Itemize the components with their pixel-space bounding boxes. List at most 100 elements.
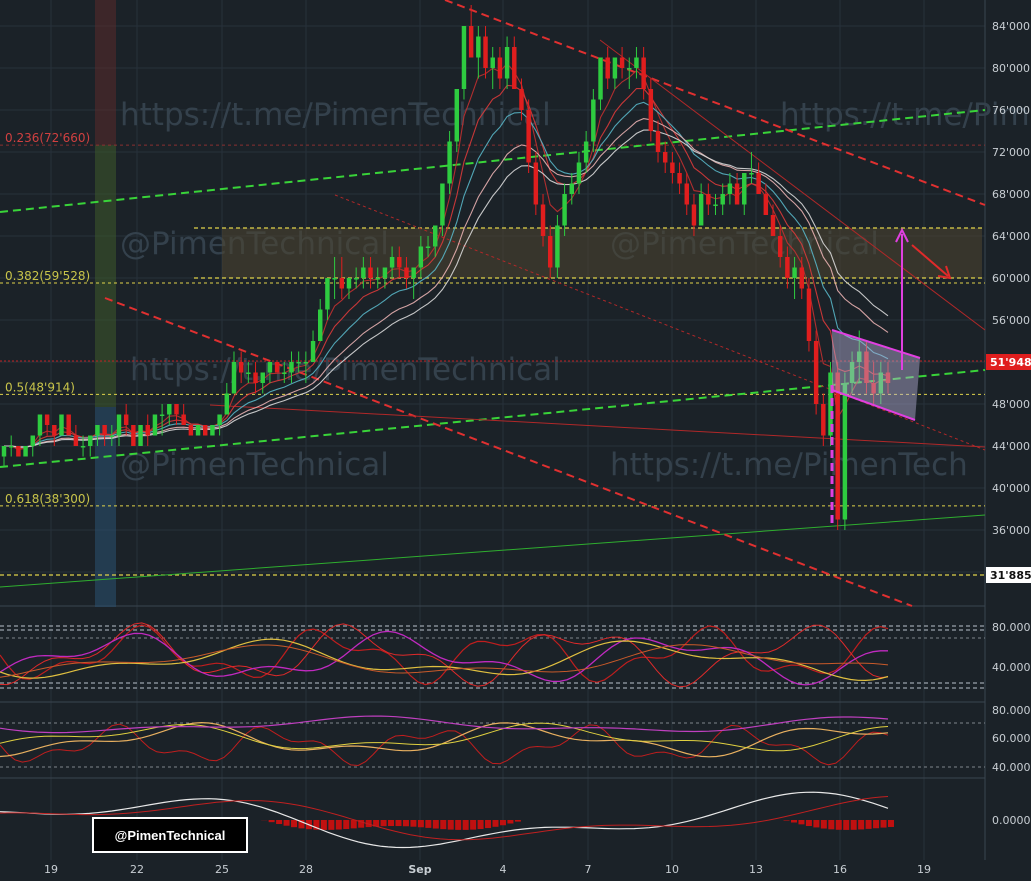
trendline-red-top bbox=[444, 0, 986, 206]
macd-bar bbox=[805, 820, 812, 827]
osc-line bbox=[0, 715, 889, 734]
candle-body bbox=[332, 278, 337, 280]
macd-bar bbox=[388, 820, 395, 827]
candle-body bbox=[310, 341, 316, 362]
time-tick-label: 4 bbox=[500, 863, 507, 876]
macd-bar bbox=[291, 820, 298, 828]
macd-bar bbox=[820, 820, 827, 829]
candle-body bbox=[864, 351, 869, 383]
candle-body bbox=[267, 362, 273, 373]
macd-bar bbox=[835, 820, 842, 830]
candle-body bbox=[346, 278, 352, 289]
current-price-badge bbox=[986, 354, 1031, 370]
macd-bar bbox=[425, 820, 432, 828]
candle-body bbox=[605, 57, 610, 79]
macd-bar bbox=[447, 820, 454, 830]
candle-body bbox=[296, 362, 301, 364]
candle-body bbox=[80, 446, 86, 448]
osc-line bbox=[0, 791, 889, 849]
candle-body bbox=[109, 435, 115, 437]
osc-line bbox=[0, 796, 889, 841]
price-tick-label: 60'000 bbox=[992, 272, 1030, 285]
candle-body bbox=[835, 372, 840, 520]
candle-body bbox=[533, 162, 539, 205]
candle-body bbox=[749, 173, 754, 175]
candle-body bbox=[849, 362, 855, 383]
fib-bar-red bbox=[95, 0, 116, 145]
price-tick-label: 64'000 bbox=[992, 230, 1030, 243]
macd-bar bbox=[783, 820, 790, 821]
candle-body bbox=[447, 141, 452, 184]
fib-label: 0.382(59'528) bbox=[5, 269, 90, 283]
candle-body bbox=[375, 278, 380, 280]
candle-body bbox=[591, 99, 596, 142]
candle-body bbox=[23, 446, 28, 457]
macd-bar bbox=[499, 820, 506, 826]
macd-bar bbox=[492, 820, 499, 827]
macd-bar bbox=[485, 820, 492, 829]
macd-bar bbox=[328, 820, 335, 830]
macd-bar bbox=[283, 820, 290, 826]
osc-line bbox=[0, 638, 889, 682]
candle-body bbox=[289, 362, 294, 373]
time-tick-label: 19 bbox=[917, 863, 931, 876]
candle-body bbox=[871, 383, 876, 394]
osc-line bbox=[0, 622, 889, 688]
price-tick-label: 72'000 bbox=[992, 146, 1030, 159]
candle-body bbox=[404, 267, 409, 278]
candle-body bbox=[641, 57, 646, 89]
price-tick-label: 68'000 bbox=[992, 188, 1030, 201]
candle-body bbox=[260, 372, 265, 383]
macd-bar bbox=[888, 820, 894, 827]
candle-body bbox=[432, 225, 438, 247]
candle-body bbox=[842, 383, 848, 520]
trendline-red-bottom bbox=[104, 297, 913, 607]
price-tick-label: 84'000 bbox=[992, 20, 1030, 33]
candle-body bbox=[454, 89, 460, 142]
candle-body bbox=[519, 89, 524, 110]
ema-line bbox=[4, 118, 889, 448]
trendline-red-thin3 bbox=[599, 39, 986, 331]
macd-bar bbox=[335, 820, 342, 830]
candle-body bbox=[756, 173, 761, 194]
time-tick-label: 28 bbox=[299, 863, 313, 876]
candle-body bbox=[131, 425, 136, 446]
price-tick-label: 56'000 bbox=[992, 314, 1030, 327]
candle-body bbox=[425, 246, 431, 248]
macd-bar bbox=[477, 820, 484, 829]
osc-tick-label: 80.0000 bbox=[992, 704, 1031, 717]
candle-body bbox=[461, 26, 467, 89]
ema-line bbox=[4, 129, 889, 448]
candle-body bbox=[274, 362, 280, 373]
candle-body bbox=[138, 425, 143, 446]
flag-edge bbox=[831, 389, 916, 421]
flag-edge bbox=[831, 329, 921, 359]
target-arrow-head bbox=[895, 227, 909, 243]
watermark-text: https://t.me/PimenTechnical bbox=[120, 97, 551, 133]
oscillators: 80.0000 40.0000 80.0000 60.0000 40.0000 0.000… bbox=[0, 621, 1031, 849]
candle-body bbox=[720, 194, 725, 205]
candle-body bbox=[490, 57, 495, 68]
fib-bar-green bbox=[95, 145, 116, 407]
candle-body bbox=[583, 141, 589, 163]
candle-body bbox=[806, 288, 812, 341]
candle-body bbox=[1, 446, 7, 457]
fib-label: 0.236(72'660) bbox=[5, 131, 90, 145]
time-tick-label: 19 bbox=[44, 863, 58, 876]
candle-body bbox=[770, 215, 776, 236]
candle-body bbox=[66, 414, 71, 436]
osc-line bbox=[0, 723, 889, 767]
candle-body bbox=[73, 435, 79, 446]
candle-body bbox=[497, 57, 503, 79]
candle-body bbox=[777, 236, 783, 257]
macd-bar bbox=[380, 820, 387, 827]
macd-bar bbox=[350, 820, 357, 829]
macd-bar bbox=[880, 820, 887, 828]
candle-body bbox=[734, 183, 740, 205]
candle-body bbox=[878, 372, 884, 394]
candle-body bbox=[159, 414, 165, 416]
price-tick-label: 40'000 bbox=[992, 482, 1030, 495]
annotations bbox=[830, 227, 952, 525]
fib-zones: 0.236(72'660) 0.382(59'528) 0.5(48'914) 0.6… bbox=[0, 0, 985, 607]
